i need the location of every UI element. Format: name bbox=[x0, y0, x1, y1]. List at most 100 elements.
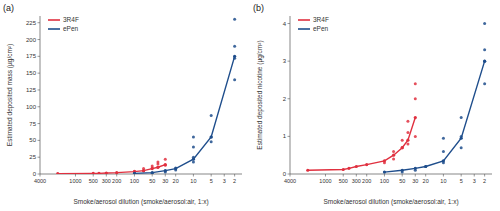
x-tick bbox=[175, 174, 176, 177]
series-marker bbox=[210, 135, 213, 138]
x-tick bbox=[425, 174, 426, 177]
x-tick bbox=[224, 174, 225, 177]
legend-swatch bbox=[298, 28, 310, 30]
replicate-point bbox=[483, 48, 486, 51]
y-axis bbox=[290, 16, 291, 174]
x-tick-label: 200 bbox=[112, 178, 121, 184]
plot-area bbox=[56, 18, 236, 174]
x-tick bbox=[402, 174, 403, 177]
replicate-point bbox=[424, 165, 427, 168]
y-tick-label: 25 bbox=[29, 154, 36, 160]
replicate-point bbox=[164, 170, 167, 173]
series-marker bbox=[151, 171, 154, 174]
x-tick-label: 20 bbox=[423, 178, 429, 184]
y-tick bbox=[38, 39, 41, 40]
series-marker bbox=[56, 172, 59, 174]
replicate-point bbox=[151, 172, 154, 174]
legend-label: ePen bbox=[63, 25, 79, 32]
replicate-point bbox=[483, 22, 486, 25]
y-tick-label: 100 bbox=[26, 104, 37, 110]
x-axis-label: Smoke/aerosol dilution (smoke/aerosol:ai… bbox=[73, 198, 208, 206]
replicate-point bbox=[392, 157, 395, 160]
series-marker bbox=[133, 172, 136, 174]
replicate-point bbox=[442, 137, 445, 140]
y-tick bbox=[38, 174, 41, 175]
x-tick bbox=[193, 174, 194, 177]
replicate-point bbox=[406, 131, 409, 134]
y-tick bbox=[38, 140, 41, 141]
replicate-point bbox=[442, 150, 445, 153]
x-tick-label: 3 bbox=[223, 178, 226, 184]
replicate-point bbox=[392, 150, 395, 153]
y-tick-label: 1 bbox=[283, 133, 287, 139]
x-tick-label: 4000 bbox=[34, 178, 46, 184]
x-tick bbox=[234, 174, 235, 177]
replicate-point bbox=[151, 164, 154, 167]
y-tick bbox=[38, 22, 41, 23]
x-tick bbox=[211, 174, 212, 177]
x-tick bbox=[106, 174, 107, 177]
series-marker bbox=[306, 169, 309, 172]
replicate-point bbox=[414, 97, 417, 100]
x-tick bbox=[325, 174, 326, 177]
replicate-point bbox=[192, 146, 195, 149]
x-tick-label: 3 bbox=[473, 178, 476, 184]
y-tick bbox=[38, 73, 41, 74]
y-axis-label: Estimated deposited nicotine (µg/cm²) bbox=[256, 40, 264, 149]
replicate-point bbox=[164, 164, 167, 167]
plot-area bbox=[306, 22, 486, 174]
y-axis-label: Estimated deposited mass (µg/cm²) bbox=[6, 44, 14, 146]
replicate-point bbox=[164, 158, 167, 161]
x-tick-label: 20 bbox=[173, 178, 179, 184]
y-tick bbox=[38, 56, 41, 57]
series-marker bbox=[97, 172, 100, 174]
replicate-point bbox=[460, 116, 463, 119]
x-tick-label: 1000 bbox=[69, 178, 81, 184]
legend-label: 3R4F bbox=[313, 16, 329, 23]
x-tick-label: 300 bbox=[352, 178, 361, 184]
replicate-point bbox=[142, 167, 145, 170]
replicate-point bbox=[210, 136, 213, 139]
x-tick-label: 30 bbox=[162, 178, 168, 184]
x-tick-label: 500 bbox=[89, 178, 98, 184]
replicate-point bbox=[156, 160, 159, 163]
y-tick bbox=[288, 61, 291, 62]
replicate-point bbox=[210, 140, 213, 143]
replicate-point bbox=[406, 120, 409, 123]
y-tick bbox=[38, 89, 41, 90]
x-tick-label: 4000 bbox=[284, 178, 296, 184]
x-tick bbox=[366, 174, 367, 177]
y-tick bbox=[38, 123, 41, 124]
series-marker bbox=[401, 146, 404, 149]
x-axis-label: Smoke/aerosol dilution (smoke/aerosol:ai… bbox=[323, 198, 458, 206]
x-tick-label: 500 bbox=[339, 178, 348, 184]
y-tick-label: 225 bbox=[26, 20, 37, 26]
x-tick bbox=[484, 174, 485, 177]
replicate-point bbox=[156, 166, 159, 169]
series-marker bbox=[414, 116, 417, 119]
replicate-point bbox=[192, 156, 195, 159]
replicate-point bbox=[460, 135, 463, 138]
x-tick bbox=[75, 174, 76, 177]
x-tick bbox=[384, 174, 385, 177]
series-marker bbox=[483, 60, 486, 63]
series-marker bbox=[164, 163, 167, 166]
chart: (a)4000100050030020010050302010532025507… bbox=[0, 0, 500, 211]
y-tick bbox=[38, 106, 41, 107]
y-tick-label: 0 bbox=[283, 171, 287, 177]
panel-title: (a) bbox=[3, 3, 14, 13]
y-tick-label: 2 bbox=[283, 96, 287, 102]
replicate-point bbox=[414, 135, 417, 138]
x-tick bbox=[116, 174, 117, 177]
x-tick-label: 10 bbox=[440, 178, 446, 184]
series-marker bbox=[156, 166, 159, 169]
panel-title: (b) bbox=[253, 3, 264, 13]
series-marker bbox=[342, 168, 345, 171]
x-tick bbox=[290, 174, 291, 177]
y-tick-label: 150 bbox=[26, 70, 37, 76]
x-axis bbox=[290, 174, 492, 175]
y-tick-label: 50 bbox=[29, 137, 36, 143]
x-tick-label: 5 bbox=[460, 178, 463, 184]
series-line bbox=[384, 61, 484, 172]
x-tick-label: 100 bbox=[380, 178, 389, 184]
